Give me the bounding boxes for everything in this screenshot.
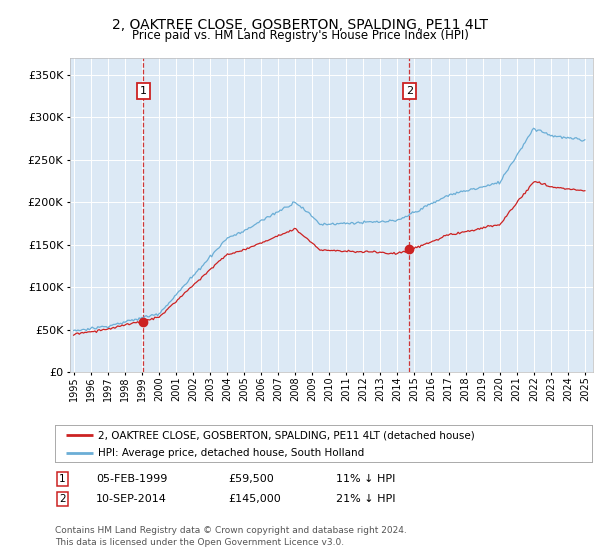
Text: 2, OAKTREE CLOSE, GOSBERTON, SPALDING, PE11 4LT (detached house): 2, OAKTREE CLOSE, GOSBERTON, SPALDING, P… — [98, 431, 475, 440]
Text: 1: 1 — [140, 86, 147, 96]
Text: This data is licensed under the Open Government Licence v3.0.: This data is licensed under the Open Gov… — [55, 538, 344, 547]
Text: 05-FEB-1999: 05-FEB-1999 — [96, 474, 167, 484]
Text: £145,000: £145,000 — [228, 494, 281, 504]
Text: 2, OAKTREE CLOSE, GOSBERTON, SPALDING, PE11 4LT: 2, OAKTREE CLOSE, GOSBERTON, SPALDING, P… — [112, 18, 488, 32]
Text: 2: 2 — [59, 494, 66, 504]
Text: 2: 2 — [406, 86, 413, 96]
Text: 21% ↓ HPI: 21% ↓ HPI — [336, 494, 395, 504]
Text: HPI: Average price, detached house, South Holland: HPI: Average price, detached house, Sout… — [98, 448, 364, 458]
Text: 10-SEP-2014: 10-SEP-2014 — [96, 494, 167, 504]
Text: £59,500: £59,500 — [228, 474, 274, 484]
Text: Price paid vs. HM Land Registry's House Price Index (HPI): Price paid vs. HM Land Registry's House … — [131, 29, 469, 42]
Text: Contains HM Land Registry data © Crown copyright and database right 2024.: Contains HM Land Registry data © Crown c… — [55, 526, 407, 535]
Text: 1: 1 — [59, 474, 66, 484]
Text: 11% ↓ HPI: 11% ↓ HPI — [336, 474, 395, 484]
